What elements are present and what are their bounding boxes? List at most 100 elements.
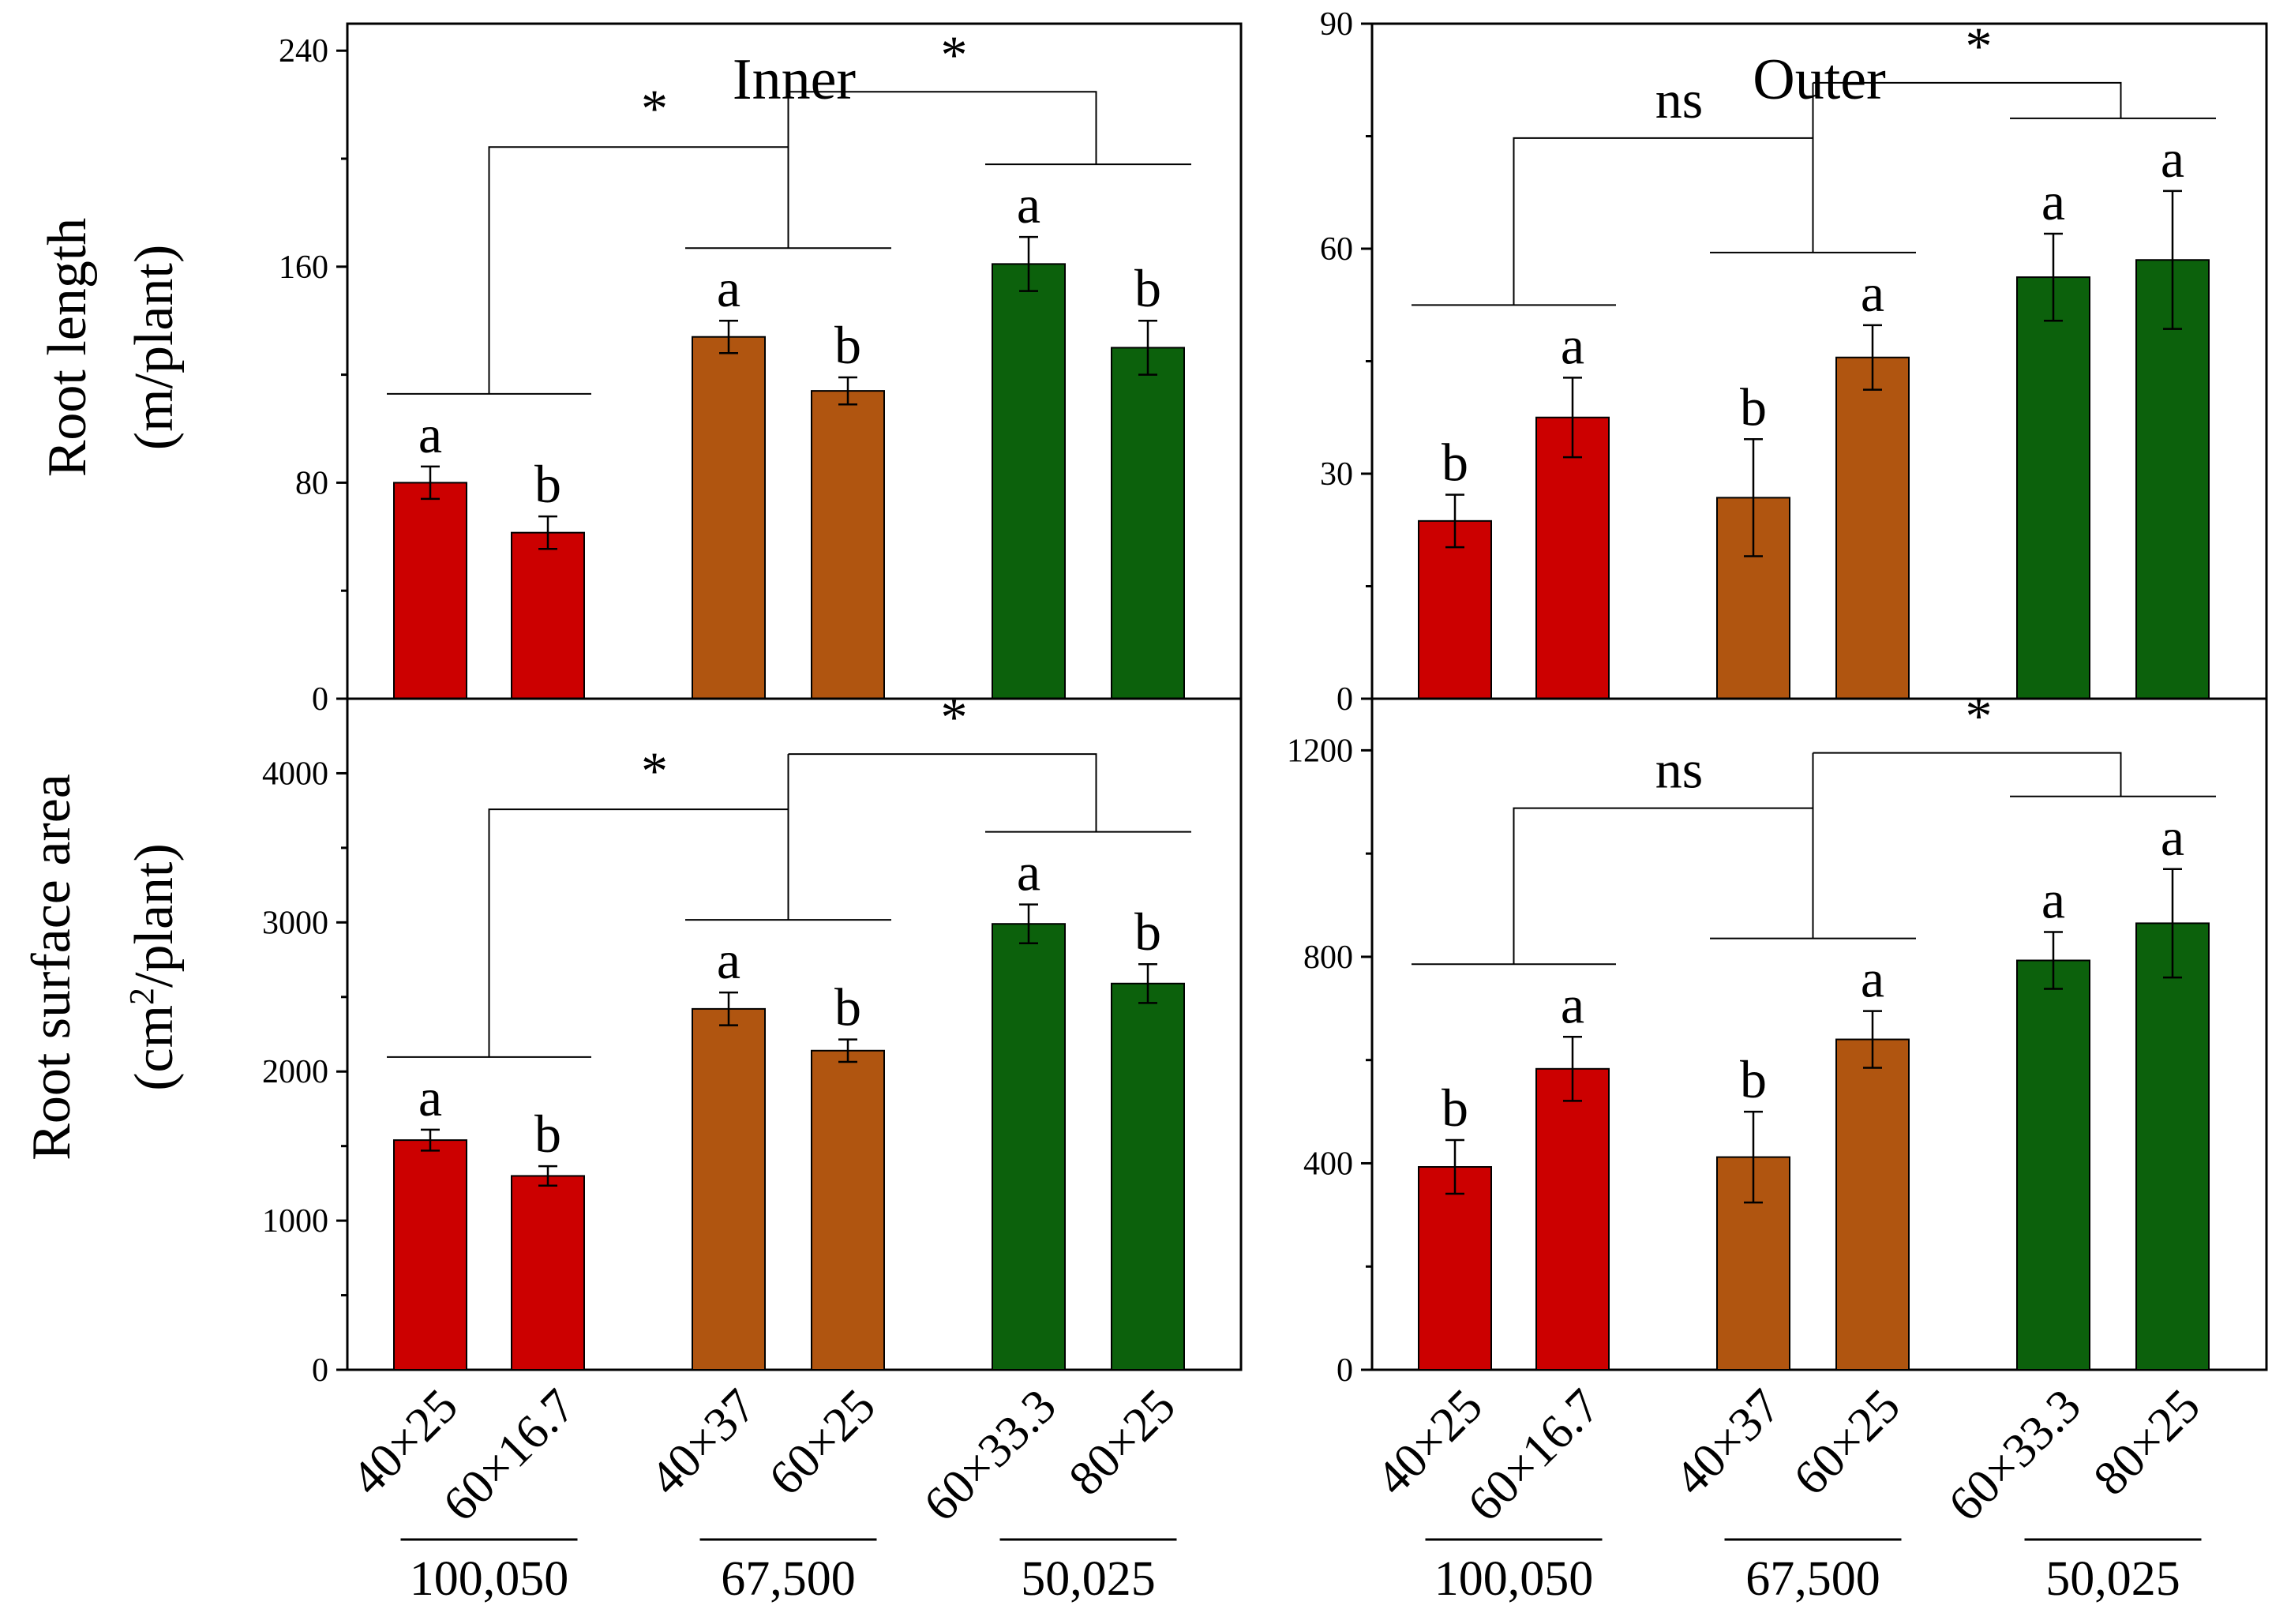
y-axis-title-root-length-line2: (m/plant) — [124, 245, 185, 450]
panel-bottom-left: 0 1000 2000 3000 4000 a b a b a b * * — [262, 687, 1243, 1389]
y-tick-label: 2000 — [262, 1054, 328, 1090]
x-tick-label: 40×37 — [1664, 1379, 1790, 1506]
comparison-bracket — [1813, 752, 2122, 797]
significance-letter: b — [1442, 1078, 1468, 1138]
panel-bottom-right: 0 400 800 1200 b a b a a a ns * — [1287, 686, 2268, 1389]
plot-frame — [346, 697, 1243, 1371]
bar-bottom-left-0 — [393, 1139, 467, 1371]
significance-letter: a — [1561, 974, 1584, 1034]
bar-top-left-5 — [1111, 347, 1185, 699]
y-axis-title-surface-area-post: /plant) — [124, 843, 185, 988]
significance-letter: a — [2161, 129, 2184, 189]
significance-letter: a — [418, 1067, 442, 1127]
bar-top-left-0 — [393, 482, 467, 700]
x-tick-label: 60×16.7 — [1458, 1379, 1610, 1532]
significance-mark: * — [641, 741, 668, 801]
significance-letter: b — [1740, 1049, 1767, 1109]
y-tick-label: 0 — [312, 681, 328, 718]
bar-bottom-left-3 — [811, 1049, 885, 1371]
significance-letter: b — [1740, 377, 1767, 437]
y-tick-label: 90 — [1320, 6, 1353, 43]
bar-top-right-0 — [1418, 519, 1492, 699]
y-axis-title-root-length-line1: Root length — [37, 218, 98, 478]
significance-letter: a — [1861, 263, 1884, 323]
significance-letter: b — [1134, 902, 1161, 962]
comparison-bracket — [488, 146, 789, 394]
comparison-bracket — [788, 91, 1097, 165]
bar-bottom-left-1 — [511, 1175, 585, 1371]
significance-letter: a — [1017, 174, 1040, 234]
bar-bottom-left-2 — [692, 1007, 766, 1371]
significance-mark: ns — [1655, 69, 1703, 129]
comparison-bracket — [1513, 137, 1813, 306]
bar-top-right-5 — [2135, 259, 2210, 699]
significance-letter: a — [717, 258, 740, 318]
x-tick-label: 60×33.3 — [1939, 1379, 2091, 1532]
x-tick-label: 60×16.7 — [433, 1379, 586, 1532]
y-tick-label: 400 — [1303, 1146, 1353, 1182]
significance-letter: a — [1017, 842, 1040, 902]
x-tick-label: 40×37 — [639, 1379, 766, 1506]
significance-mark: * — [1966, 16, 1993, 76]
comparison-bracket — [1813, 81, 2122, 118]
significance-letter: b — [1134, 258, 1161, 318]
y-tick-label: 3000 — [262, 905, 328, 941]
significance-letter: b — [534, 1104, 561, 1164]
y-tick-label: 0 — [312, 1352, 328, 1389]
significance-letter: a — [418, 404, 442, 464]
group-label: 67,500 — [721, 1552, 856, 1606]
significance-letter: a — [2041, 870, 2065, 930]
panel-top-right: 0 30 60 90 Outer b a b a a a ns * — [1320, 6, 2268, 718]
significance-mark: * — [941, 24, 968, 84]
significance-letter: b — [834, 977, 861, 1037]
group-label: 67,500 — [1745, 1552, 1880, 1606]
significance-mark: * — [641, 78, 668, 138]
bar-top-left-3 — [811, 390, 885, 699]
panel-top-left: 0 80 160 240 Inner a b a b a b * * — [279, 22, 1243, 718]
comparison-bracket — [788, 753, 1097, 832]
y-axis-title-surface-area-line1: Root surface area — [21, 774, 82, 1161]
panel-title: Outer — [1753, 47, 1886, 112]
significance-mark: * — [1966, 686, 1993, 746]
group-label: 50,025 — [1021, 1552, 1156, 1606]
y-tick-label: 30 — [1320, 456, 1353, 493]
bar-top-right-3 — [1835, 356, 1910, 699]
bar-bottom-right-1 — [1535, 1067, 1610, 1371]
y-tick-label: 240 — [279, 33, 328, 69]
bar-top-left-1 — [511, 531, 585, 699]
bar-top-left-4 — [992, 263, 1066, 699]
x-tick-label: 60×25 — [759, 1379, 885, 1506]
significance-letter: b — [834, 315, 861, 375]
y-tick-label: 800 — [1303, 940, 1353, 976]
y-axis-title-surface-area-line2: (cm2/plant) — [122, 843, 185, 1091]
group-label: 100,050 — [1434, 1552, 1594, 1606]
panels: 0 80 160 240 Inner a b a b a b * * 0 30 60 90 Outer b a b a a a… — [262, 6, 2268, 1389]
bar-bottom-right-0 — [1418, 1166, 1492, 1371]
significance-letter: a — [717, 930, 740, 990]
y-tick-label: 160 — [279, 249, 328, 286]
y-tick-label: 60 — [1320, 231, 1353, 268]
plot-frame — [346, 22, 1243, 700]
x-tick-label: 60×25 — [1783, 1379, 1910, 1506]
x-tick-label: 80×25 — [2083, 1379, 2210, 1506]
bar-bottom-left-4 — [992, 923, 1066, 1371]
bar-bottom-right-5 — [2135, 922, 2210, 1371]
y-tick-label: 0 — [1337, 681, 1353, 718]
y-tick-label: 1000 — [262, 1203, 328, 1240]
significance-letter: a — [2041, 171, 2065, 231]
group-label: 100,050 — [410, 1552, 569, 1606]
bar-bottom-right-3 — [1835, 1038, 1910, 1371]
x-tick-label: 60×33.3 — [914, 1379, 1067, 1532]
x-tick-label: 80×25 — [1059, 1379, 1185, 1506]
y-tick-label: 80 — [295, 465, 328, 501]
y-tick-label: 4000 — [262, 756, 328, 792]
comparison-bracket — [1513, 807, 1813, 965]
y-axis-title-surface-area-pre: (cm — [124, 1005, 185, 1091]
y-tick-label: 0 — [1337, 1352, 1353, 1389]
comparison-bracket — [488, 808, 789, 1057]
significance-mark: ns — [1655, 740, 1703, 800]
significance-letter: a — [2161, 807, 2184, 867]
significance-letter: a — [1561, 315, 1584, 375]
plot-frame — [1370, 22, 2268, 700]
